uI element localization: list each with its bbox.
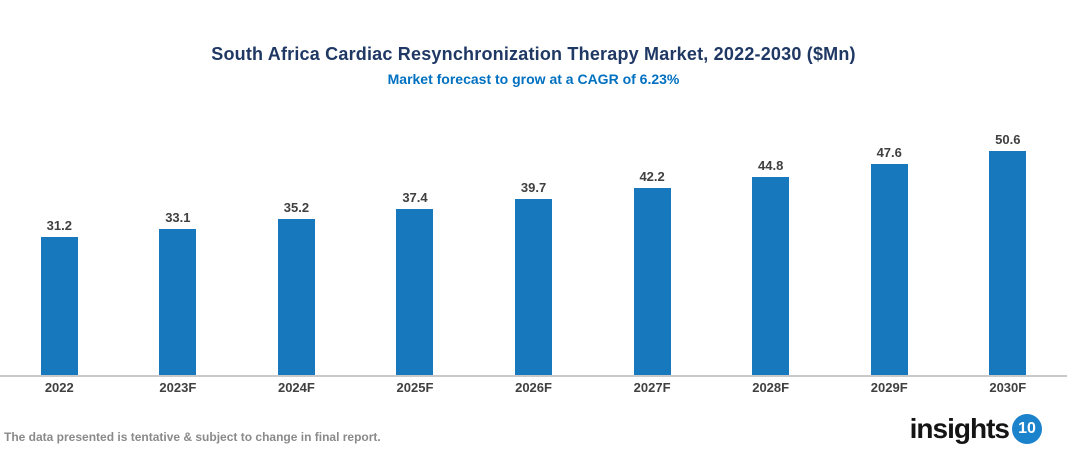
x-axis-tick-label: 2025F — [396, 380, 434, 395]
x-axis-tick-label: 2029F — [870, 380, 908, 395]
bar-column: 44.8 — [711, 105, 830, 375]
chart-title: South Africa Cardiac Resynchronization T… — [211, 44, 856, 64]
chart-subtitle: Market forecast to grow at a CAGR of 6.2… — [387, 71, 680, 87]
x-axis-tick-label: 2027F — [633, 380, 671, 395]
bar-value-label: 47.6 — [876, 145, 902, 161]
bar-column: 33.1 — [119, 105, 238, 375]
bar — [159, 228, 197, 375]
bar — [633, 188, 671, 375]
x-axis-tick-label: 2028F — [752, 380, 790, 395]
bar-value-label: 31.2 — [46, 217, 72, 233]
bar — [277, 219, 315, 375]
bar — [989, 151, 1027, 375]
x-axis-tick-label: 2030F — [989, 380, 1027, 395]
logo-badge-circle: 10 — [1012, 414, 1042, 444]
x-axis-line — [0, 375, 1067, 377]
bar — [396, 209, 434, 375]
bar — [752, 176, 790, 375]
bar-value-label: 33.1 — [165, 209, 191, 225]
bar — [515, 199, 553, 375]
x-axis-labels: 2022 2023F 2024F 2025F 2026F 2027F 2028F 2029F 2… — [0, 380, 1067, 396]
bar-chart-plot-area: 31.2 33.1 35.2 37.4 39.7 42.2 44.8 47.6 50.6 — [0, 105, 1067, 375]
x-axis-tick-label: 2023F — [159, 380, 197, 395]
bar-column: 39.7 — [474, 105, 593, 375]
bar-value-label: 37.4 — [402, 190, 428, 206]
x-axis-tick-label: 2026F — [515, 380, 552, 395]
bar-value-label: 35.2 — [283, 200, 310, 216]
bar-column: 37.4 — [356, 105, 475, 375]
bar-column: 50.6 — [949, 105, 1067, 375]
bar-value-label: 50.6 — [995, 132, 1021, 148]
bar — [40, 236, 78, 375]
bar-value-label: 44.8 — [758, 157, 784, 173]
bar-column: 42.2 — [593, 105, 712, 375]
x-axis-tick-label: 2022 — [44, 380, 74, 395]
bar-column: 47.6 — [830, 105, 949, 375]
bar-value-label: 42.2 — [639, 169, 665, 185]
bar-column: 31.2 — [0, 105, 119, 375]
bar — [870, 164, 908, 375]
x-axis-tick-label: 2024F — [277, 380, 315, 395]
footer-disclaimer: The data presented is tentative & subjec… — [4, 430, 381, 444]
bar-value-label: 39.7 — [520, 180, 547, 196]
bar-column: 35.2 — [237, 105, 356, 375]
logo-wordmark: insights — [909, 413, 1010, 444]
insights10-logo: insights 10 — [910, 414, 1042, 444]
